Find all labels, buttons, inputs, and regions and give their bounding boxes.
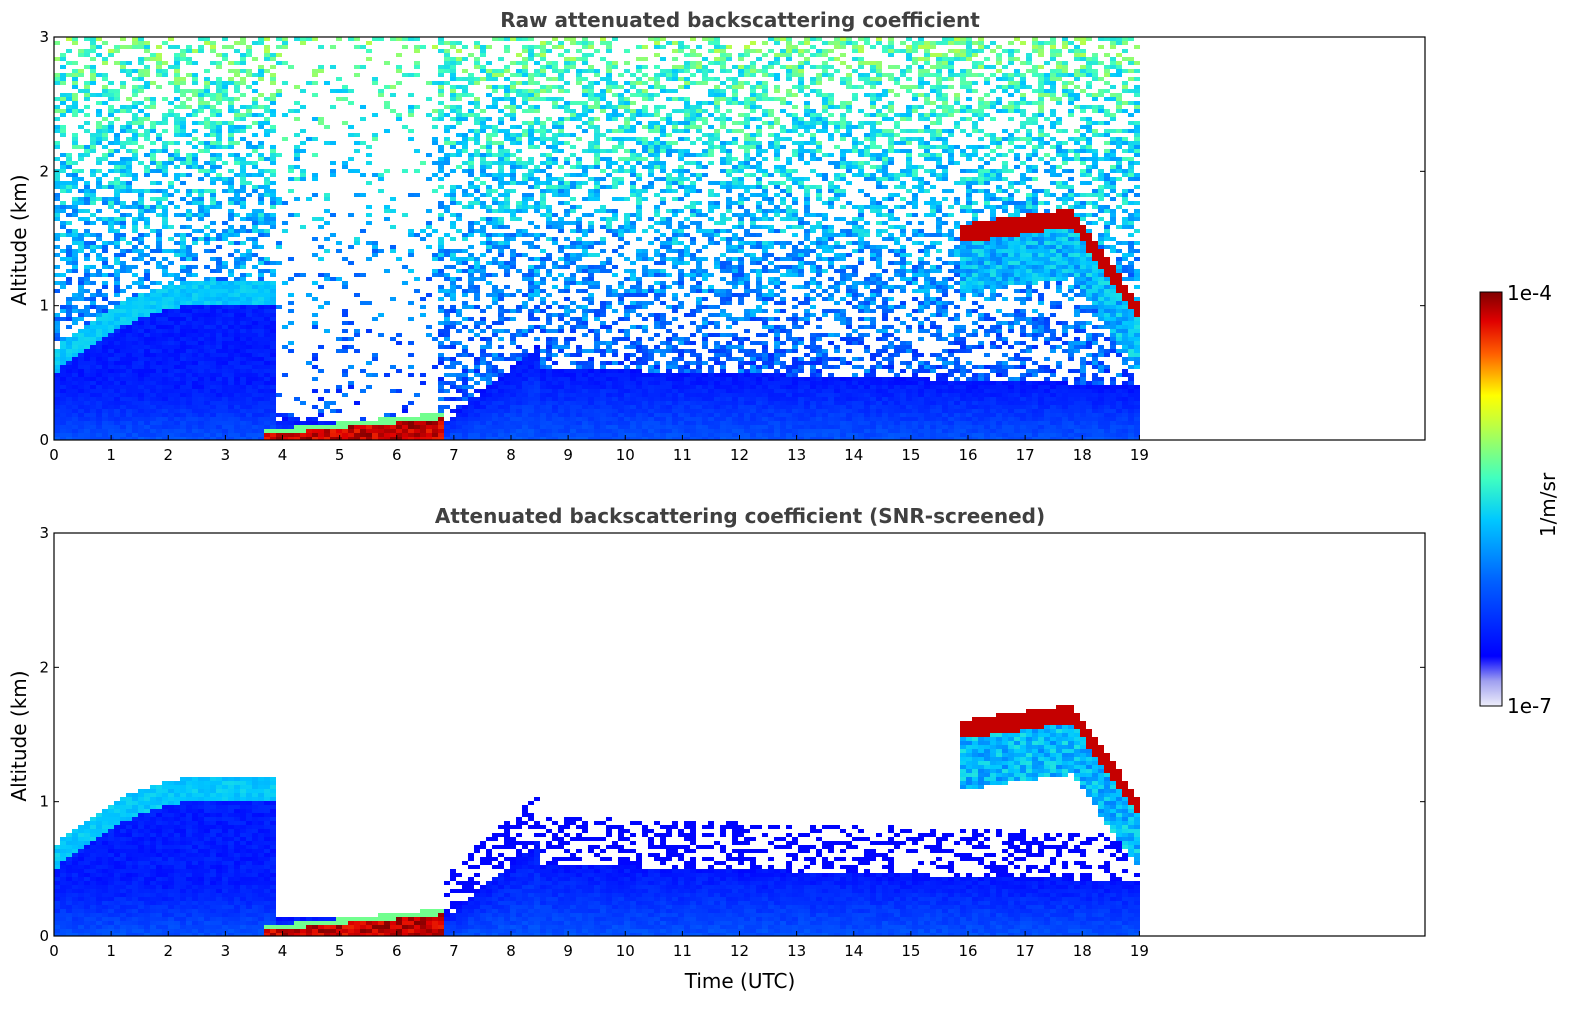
colorbar-min-label: 1e-7 (1507, 694, 1552, 718)
x-tick-label: 9 (563, 446, 573, 464)
x-axis: 0 1 2 3 4 5 6 7 8 9 10 11 12 13 14 15 16 17 18 19 (49, 931, 1149, 960)
y-tick-label: 2 (39, 162, 49, 180)
x-tick-label: 18 (1073, 942, 1092, 960)
plot-background (54, 533, 1425, 936)
y-axis-label: Altitude (km) (7, 670, 31, 801)
x-tick-label: 2 (163, 942, 173, 960)
x-tick-label: 4 (278, 942, 288, 960)
panel-screened: Attenuated backscattering coefficient (S… (7, 504, 1426, 993)
x-tick-label: 11 (673, 446, 692, 464)
x-tick-label: 15 (901, 446, 920, 464)
colorbar-gradient (1479, 291, 1503, 707)
x-tick-label: 0 (49, 942, 59, 960)
x-tick-label: 18 (1073, 446, 1092, 464)
x-tick-label: 9 (563, 942, 573, 960)
y-tick-label: 2 (39, 658, 49, 676)
x-tick-label: 7 (449, 446, 459, 464)
x-tick-label: 16 (958, 942, 977, 960)
x-tick-label: 15 (901, 942, 920, 960)
x-tick-label: 19 (1130, 942, 1149, 960)
colorbar-unit-label: 1/m/sr (1536, 472, 1560, 537)
panel-raw: Raw attenuated backscattering coefficien… (7, 8, 1426, 464)
x-tick-label: 17 (1016, 942, 1035, 960)
panel-title: Attenuated backscattering coefficient (S… (435, 504, 1045, 528)
heatmap-field (54, 533, 1425, 936)
x-tick-label: 0 (49, 446, 59, 464)
x-tick-label: 4 (278, 446, 288, 464)
y-tick-label: 3 (39, 524, 49, 542)
x-axis-label: Time (UTC) (684, 969, 796, 993)
x-tick-label: 11 (673, 942, 692, 960)
x-tick-label: 7 (449, 942, 459, 960)
x-tick-label: 16 (958, 446, 977, 464)
y-tick-label: 3 (39, 28, 49, 46)
y-axis: 0 1 2 3 (39, 524, 1425, 945)
heatmap-field (54, 37, 1425, 440)
x-tick-label: 8 (506, 446, 516, 464)
x-tick-label: 1 (106, 446, 116, 464)
y-tick-label: 1 (39, 793, 49, 811)
x-tick-label: 10 (616, 446, 635, 464)
x-tick-label: 10 (616, 942, 635, 960)
y-tick-label: 0 (39, 927, 49, 945)
x-tick-label: 13 (787, 446, 806, 464)
x-axis: 0 1 2 3 4 5 6 7 8 9 10 11 12 13 14 15 16 17 18 19 (49, 435, 1149, 464)
colorbar-max-label: 1e-4 (1507, 281, 1552, 305)
x-tick-label: 14 (844, 446, 863, 464)
x-tick-label: 8 (506, 942, 516, 960)
panel-title: Raw attenuated backscattering coefficien… (500, 8, 980, 32)
heatmap-cells (54, 705, 1140, 936)
x-tick-label: 14 (844, 942, 863, 960)
x-tick-label: 13 (787, 942, 806, 960)
x-tick-label: 12 (730, 942, 749, 960)
colorbar: 1e-4 1e-7 1/m/sr (1479, 281, 1560, 718)
y-axis-label: Altitude (km) (7, 174, 31, 305)
x-tick-label: 17 (1016, 446, 1035, 464)
x-tick-label: 5 (335, 942, 345, 960)
x-tick-label: 6 (392, 942, 402, 960)
x-tick-label: 3 (221, 446, 231, 464)
x-tick-label: 1 (106, 942, 116, 960)
y-tick-label: 0 (39, 431, 49, 449)
x-tick-label: 2 (163, 446, 173, 464)
x-tick-label: 12 (730, 446, 749, 464)
x-tick-label: 3 (221, 942, 231, 960)
x-tick-label: 5 (335, 446, 345, 464)
heatmap-cells (54, 37, 1140, 440)
x-tick-label: 19 (1130, 446, 1149, 464)
y-axis: 0 1 2 3 (39, 28, 1425, 449)
x-tick-label: 6 (392, 446, 402, 464)
y-tick-label: 1 (39, 297, 49, 315)
